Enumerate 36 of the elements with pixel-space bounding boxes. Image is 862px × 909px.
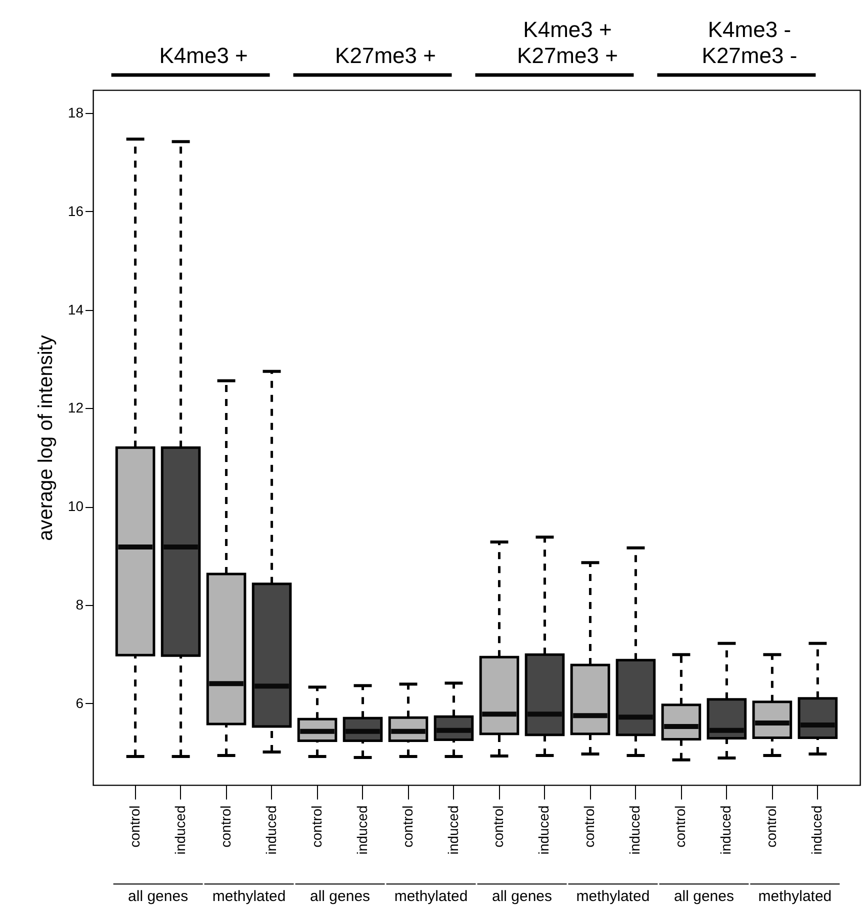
text: all genes (310, 888, 370, 905)
x-tick-label: induced (808, 806, 825, 855)
y-tick-label: 16 (68, 202, 84, 219)
x-tick-label: control (126, 806, 142, 848)
y-tick-label: 14 (68, 301, 84, 318)
y-tick-label: 10 (68, 498, 84, 514)
x-tick-label: control (763, 806, 780, 848)
y-tick-label: 8 (76, 596, 84, 612)
text: methylated (758, 888, 832, 905)
x-tick-label: control (308, 806, 324, 848)
x-tick-label: induced (626, 806, 643, 855)
x-tick-label: control (672, 806, 688, 848)
x-tick-label: control (490, 806, 506, 848)
x-tick-label: control (581, 806, 598, 848)
x-tick-label: induced (354, 806, 370, 855)
x-tick-label: induced (536, 806, 552, 855)
text: K4me3 - K27me3 - (702, 17, 798, 68)
text: K4me3 + K27me3 + (517, 17, 618, 68)
x-tick-label: induced (172, 806, 188, 855)
text: methylated (212, 888, 286, 905)
text: K27me3 + (335, 43, 436, 68)
y-tick-label: 6 (76, 694, 84, 711)
y-tick-label: 18 (68, 104, 84, 121)
x-tick-label: induced (262, 806, 279, 855)
text: all genes (128, 888, 188, 905)
x-tick-label: induced (444, 806, 461, 855)
x-tick-label: control (217, 806, 234, 848)
y-axis-title: average log of intensity (34, 335, 57, 541)
text: methylated (576, 888, 650, 905)
x-tick-label: induced (718, 806, 734, 855)
text: methylated (394, 888, 468, 905)
text: all genes (492, 888, 552, 905)
text: all genes (674, 888, 734, 905)
x-tick-label: control (399, 806, 416, 848)
text: K4me3 + (159, 43, 248, 68)
y-tick-label: 12 (68, 400, 84, 416)
